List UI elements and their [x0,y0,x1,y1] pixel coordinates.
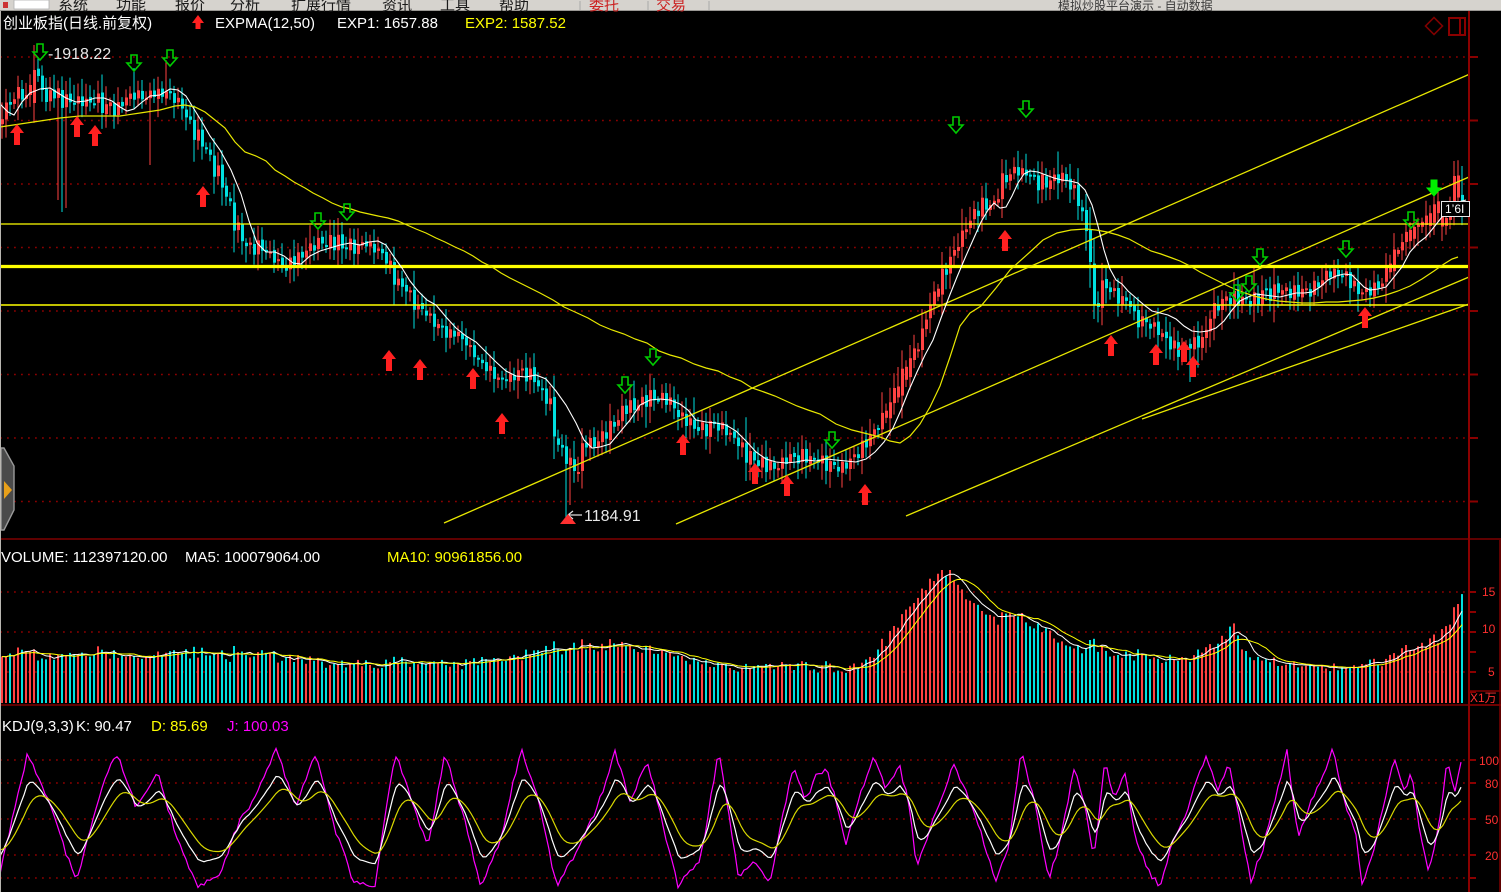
svg-text:创业板指(日线.前复权): 创业板指(日线.前复权) [3,14,152,32]
svg-text:1’6I: 1’6I [1445,202,1464,216]
svg-text:-1918.22: -1918.22 [48,46,111,63]
svg-text:交易: 交易 [656,0,686,14]
svg-text:D: 85.69: D: 85.69 [151,718,208,735]
svg-text:MA10: 90961856.00: MA10: 90961856.00 [387,549,522,566]
svg-text:分析: 分析 [230,0,260,14]
svg-text:工具: 工具 [440,0,470,14]
svg-text:10: 10 [1482,622,1496,636]
svg-text:报价: 报价 [175,0,205,14]
svg-text:功能: 功能 [116,0,146,14]
svg-text:委托: 委托 [589,0,619,14]
svg-text:帮助: 帮助 [499,0,529,14]
svg-text:扩展行情: 扩展行情 [291,0,351,14]
svg-text:K: 90.47: K: 90.47 [76,718,132,735]
svg-text:EXP2: 1587.52: EXP2: 1587.52 [465,15,566,32]
svg-text:X1万: X1万 [1470,691,1497,705]
svg-text:资讯: 资讯 [382,0,412,14]
svg-text:5: 5 [1488,665,1495,679]
svg-text:20: 20 [1485,849,1499,863]
svg-text:VOLUME: 112397120.00: VOLUME: 112397120.00 [1,549,168,566]
svg-text:1184.91: 1184.91 [584,508,641,525]
svg-text:EXPMA(12,50): EXPMA(12,50) [215,15,315,32]
svg-text:50: 50 [1485,813,1499,827]
svg-text:EXP1: 1657.88: EXP1: 1657.88 [337,15,438,32]
svg-text:100: 100 [1479,754,1499,768]
svg-text:MA5: 100079064.00: MA5: 100079064.00 [185,549,320,566]
svg-text:15: 15 [1482,585,1496,599]
svg-text:80: 80 [1485,777,1499,791]
svg-text:J: 100.03: J: 100.03 [227,718,289,735]
svg-text:KDJ(9,3,3): KDJ(9,3,3) [2,718,74,735]
svg-text:系统: 系统 [58,0,88,14]
svg-text:模拟炒股平台演示 - 自动数据: 模拟炒股平台演示 - 自动数据 [1058,0,1213,13]
